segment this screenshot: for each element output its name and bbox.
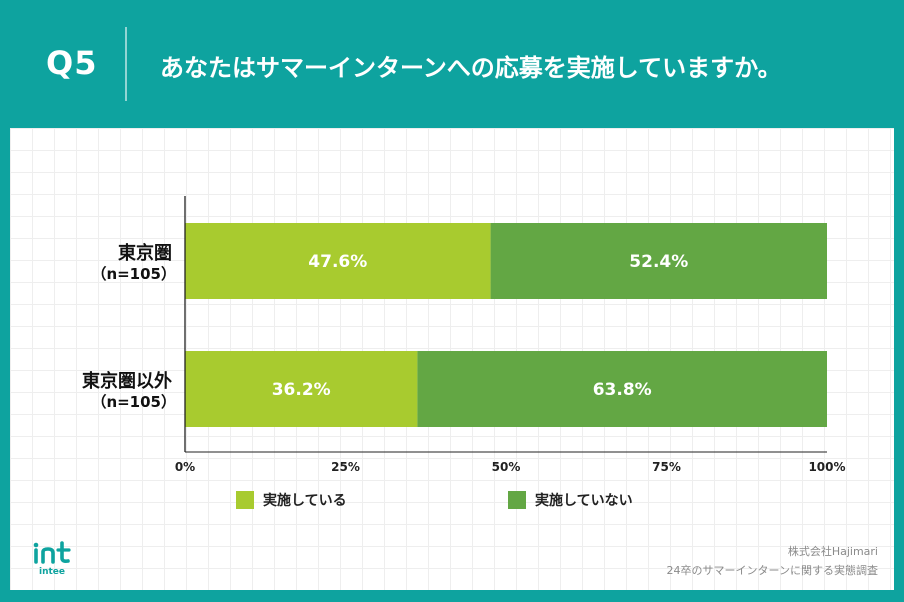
category-label: 東京圏以外 bbox=[82, 370, 172, 392]
data-label: 47.6% bbox=[308, 252, 367, 272]
category-n-label: （n=105） bbox=[91, 393, 176, 411]
category-n-label: （n=105） bbox=[91, 265, 176, 283]
data-label: 63.8% bbox=[593, 380, 652, 400]
legend-label-implemented: 実施している bbox=[263, 493, 347, 509]
header-divider bbox=[125, 27, 127, 101]
x-tick-label: 0% bbox=[175, 460, 195, 474]
header: Q5 あなたはサマーインターンへの応募を実施していますか。 bbox=[0, 0, 904, 128]
x-tick-label: 75% bbox=[652, 460, 681, 474]
x-tick-label: 25% bbox=[331, 460, 360, 474]
bar-segment bbox=[185, 223, 491, 299]
legend-swatch-implemented bbox=[236, 491, 254, 509]
data-label: 36.2% bbox=[272, 380, 331, 400]
bar-segment bbox=[417, 351, 827, 427]
legend-item-not-implemented: 実施していない bbox=[508, 490, 633, 510]
bar-segment bbox=[490, 223, 827, 299]
intee-logo: intee bbox=[30, 540, 74, 577]
x-tick-label: 50% bbox=[492, 460, 521, 474]
credit-company: 株式会社Hajimari bbox=[787, 545, 878, 558]
credit: 株式会社Hajimari 24卒のサマーインターンに関する実態調査 bbox=[667, 542, 878, 580]
legend-label-not-implemented: 実施していない bbox=[535, 493, 633, 509]
data-label: 52.4% bbox=[629, 252, 688, 272]
legend-swatch-not-implemented bbox=[508, 491, 526, 509]
intee-logo-mark-icon bbox=[33, 541, 71, 564]
category-label: 東京圏 bbox=[118, 242, 172, 264]
credit-survey: 24卒のサマーインターンに関する実態調査 bbox=[666, 564, 878, 577]
legend-item-implemented: 実施している bbox=[236, 490, 347, 510]
question-number: Q5 bbox=[46, 44, 98, 82]
logo-text: intee bbox=[38, 567, 65, 577]
x-tick-label: 100% bbox=[808, 460, 845, 474]
bar-segment bbox=[185, 351, 418, 427]
question-title: あなたはサマーインターンへの応募を実施していますか。 bbox=[160, 54, 782, 82]
